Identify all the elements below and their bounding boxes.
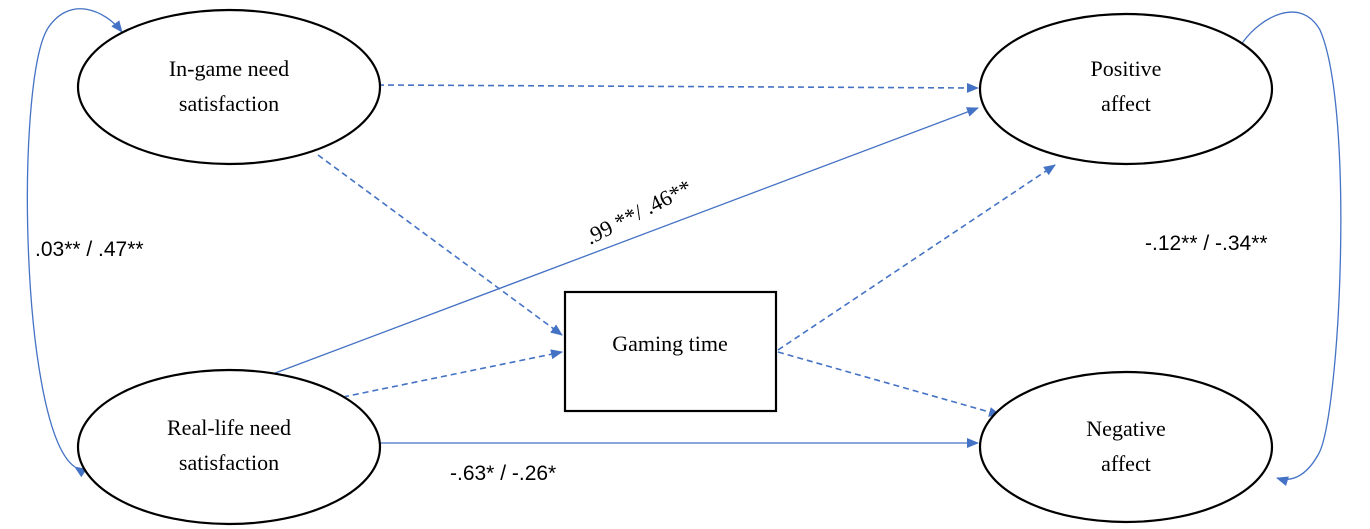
arrow-ingame-to-gaming [317, 154, 563, 336]
arrow-gaming-to-negative [777, 351, 1001, 417]
node-positive-affect: Positive affect [978, 12, 1274, 166]
coefficient-real-to-negative: -.63* / -.26* [450, 462, 556, 485]
coefficient-real-to-positive: .99 **/ .46** [581, 174, 696, 249]
node-label-line2: affect [1101, 451, 1151, 476]
coefficient-right-covariance: -.12** / -.34** [1145, 232, 1268, 255]
covariance-arrow-left [26, 8, 123, 478]
arrow-real-to-positive [269, 107, 979, 376]
node-gaming-time: Gaming time [563, 290, 778, 413]
node-label-line2: satisfaction [179, 91, 279, 116]
arrow-gaming-to-positive [777, 164, 1056, 351]
node-label-line1: Negative [1086, 416, 1165, 441]
coefficient-left-covariance: .03** / .47** [35, 238, 144, 261]
node-in-game-need-satisfaction: In-game need satisfaction [76, 8, 382, 166]
node-label-line1: In-game need [169, 56, 289, 81]
arrow-real-to-gaming [342, 349, 563, 398]
node-label-line1: Positive [1091, 56, 1162, 81]
node-label: Gaming time [612, 331, 727, 356]
node-label-line2: affect [1101, 91, 1151, 116]
node-label-line2: satisfaction [179, 450, 279, 475]
node-negative-affect: Negative affect [978, 370, 1274, 524]
node-label-line1: Real-life need [167, 415, 291, 440]
covariance-arrow-right [1232, 11, 1342, 487]
node-real-life-need-satisfaction: Real-life need satisfaction [76, 368, 382, 526]
arrow-ingame-to-positive [377, 82, 979, 93]
